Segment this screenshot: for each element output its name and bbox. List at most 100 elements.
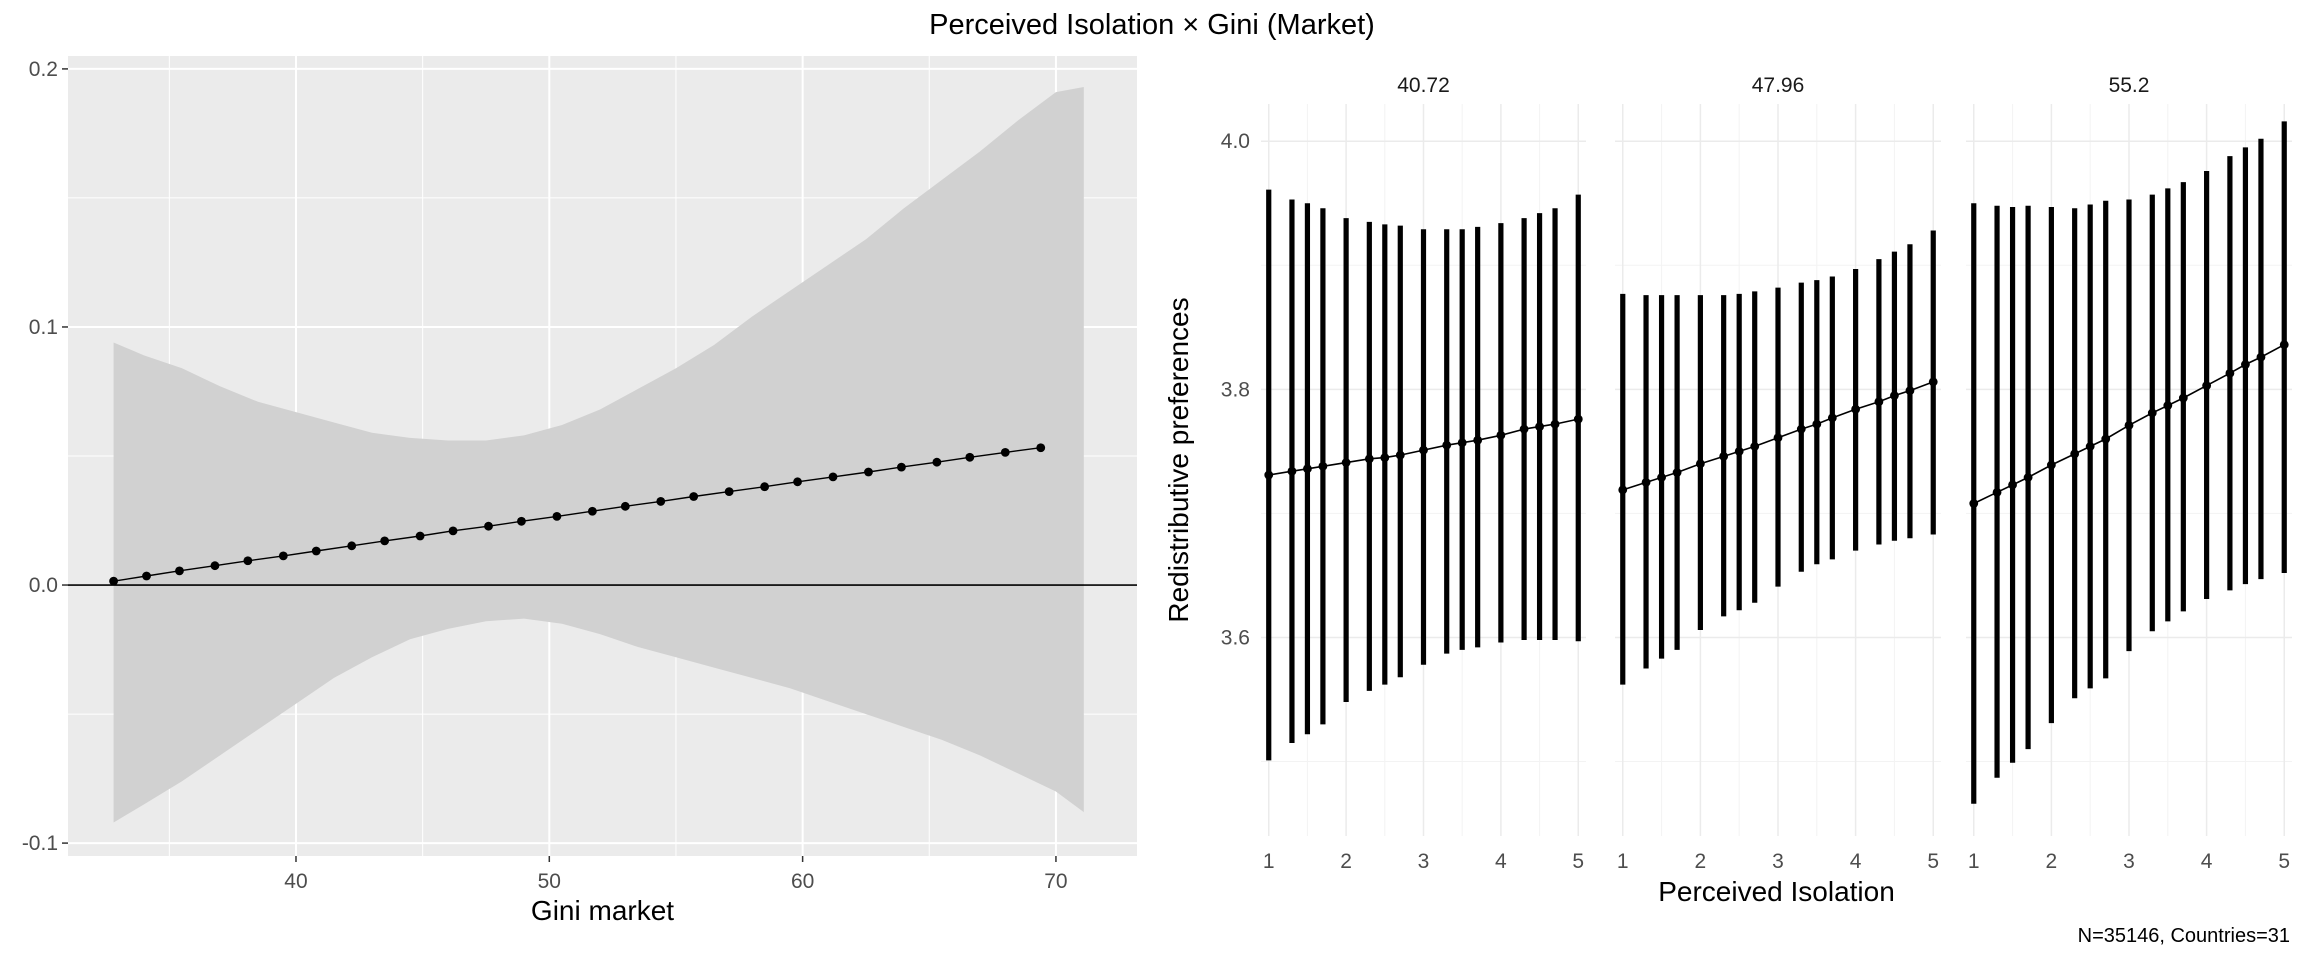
facet-strip-label: 47.96 [1752,74,1805,97]
data-point [2008,480,2017,490]
x-tick-label: 2 [1695,850,1707,873]
data-point [175,566,184,576]
y-tick-label: 3.6 [1221,626,1250,649]
x-tick-label: 3 [1772,850,1784,873]
data-point [2101,434,2111,444]
left-y-tick-labels: -0.1 0.0 0.1 0.2 [22,58,68,855]
x-tick-labels: 1 2 3 4 5 [1968,850,2290,873]
facet-panels: 40.72 1 2 3 4 5 47.96 1 2 3 4 5 55.2 1 2 3 4 5 [1261,74,2292,873]
data-point [1657,473,1666,482]
data-point [278,551,288,561]
data-point [1341,458,1351,467]
x-tick-label: 4 [1850,850,1862,873]
marginal-effect-points [109,443,1046,586]
x-tick-label: 1 [1968,850,1980,873]
data-point [1395,450,1405,460]
data-point [1287,466,1297,476]
right-x-axis-title: Perceived Isolation [1658,876,1895,907]
data-point [1969,499,1979,508]
caption: N=35146, Countries=31 [2078,925,2290,947]
data-point [689,492,699,501]
data-point [1535,422,1544,431]
data-point [724,487,734,497]
data-point [2178,393,2188,403]
x-tick-label: 40 [284,870,307,893]
data-point [760,482,770,492]
data-point [311,546,321,556]
facet-panel-1: 40.72 1 2 3 4 5 [1261,74,1586,873]
data-point [1364,454,1374,464]
x-tick-label: 1 [1617,850,1629,873]
data-point [1303,464,1312,474]
y-tick-label: 3.8 [1221,378,1250,401]
data-point [2279,340,2289,350]
data-point [2225,368,2235,378]
x-tick-labels: 1 2 3 4 5 [1263,850,1584,873]
predicted-points [1969,340,2289,508]
data-point [1519,424,1529,434]
predicted-points [1618,377,1938,495]
data-point [1641,478,1651,487]
x-tick-label: 5 [1572,850,1584,873]
facet-strip-label: 40.72 [1397,74,1450,97]
data-point [620,501,630,511]
data-point [552,511,562,521]
x-tick-label: 3 [1418,850,1430,873]
data-point [142,571,151,581]
data-point [2256,352,2266,362]
x-tick-label: 4 [1495,850,1507,873]
left-x-axis-title: Gini market [531,895,674,926]
left-chart: 40 50 60 70 -0.1 0.0 0.1 0.2 Gini market [22,56,1137,926]
data-point [517,516,526,526]
y-tick-label: -0.1 [22,832,58,855]
facet-strip-label: 55.2 [2109,74,2150,97]
data-point [1380,453,1390,462]
data-point [587,506,597,516]
x-tick-label: 5 [2278,850,2290,873]
right-chart: 40.721 2 3 4 547.961 2 3 4 555.21 2 3 4 5 3.63.84.0 … [1163,74,2292,907]
data-point [1890,391,1899,400]
data-point [2124,420,2134,430]
x-tick-label: 4 [2201,850,2213,873]
data-point [415,531,425,541]
y-tick-label: 4.0 [1221,130,1250,153]
data-point [1719,451,1729,461]
data-point [1734,446,1744,456]
x-tick-label: 3 [2123,850,2135,873]
marginal-effect-line [113,447,1041,582]
x-tick-label: 60 [791,870,814,893]
data-point [1573,414,1583,424]
right-y-axis-title: Redistributive preferences [1163,297,1194,622]
data-point [484,521,493,531]
x-tick-label: 2 [1340,850,1352,873]
y-tick-label: 0.1 [29,316,58,339]
data-point [1851,404,1861,414]
data-point [2023,473,2033,482]
data-point [1496,430,1506,440]
data-point [2202,381,2212,391]
confidence-ribbon [113,87,1084,823]
facet-panel-2: 47.96 1 2 3 4 5 [1615,74,1941,873]
data-point [1550,419,1560,429]
data-point [2147,408,2157,418]
y-tick-label: 0.0 [29,574,58,597]
data-point [347,541,357,551]
data-point [210,561,220,571]
data-point [1457,438,1467,448]
data-point [793,477,802,487]
data-point [2070,449,2080,459]
x-tick-labels: 1 2 3 4 5 [1617,850,1939,873]
x-tick-label: 70 [1044,870,1067,893]
right-y-tick-labels: 3.6 3.8 4.0 [1221,130,1250,649]
data-point [1473,435,1483,445]
data-point [1905,386,1915,395]
data-point [897,462,906,472]
data-point [1036,443,1046,453]
left-x-tick-labels: 40 50 60 70 [284,856,1068,893]
data-point [1695,459,1705,469]
figure-title: Perceived Isolation × Gini (Market) [929,9,1375,41]
data-point [932,457,942,467]
data-point [1264,470,1274,480]
data-point [1442,440,1452,450]
data-point [109,576,118,586]
